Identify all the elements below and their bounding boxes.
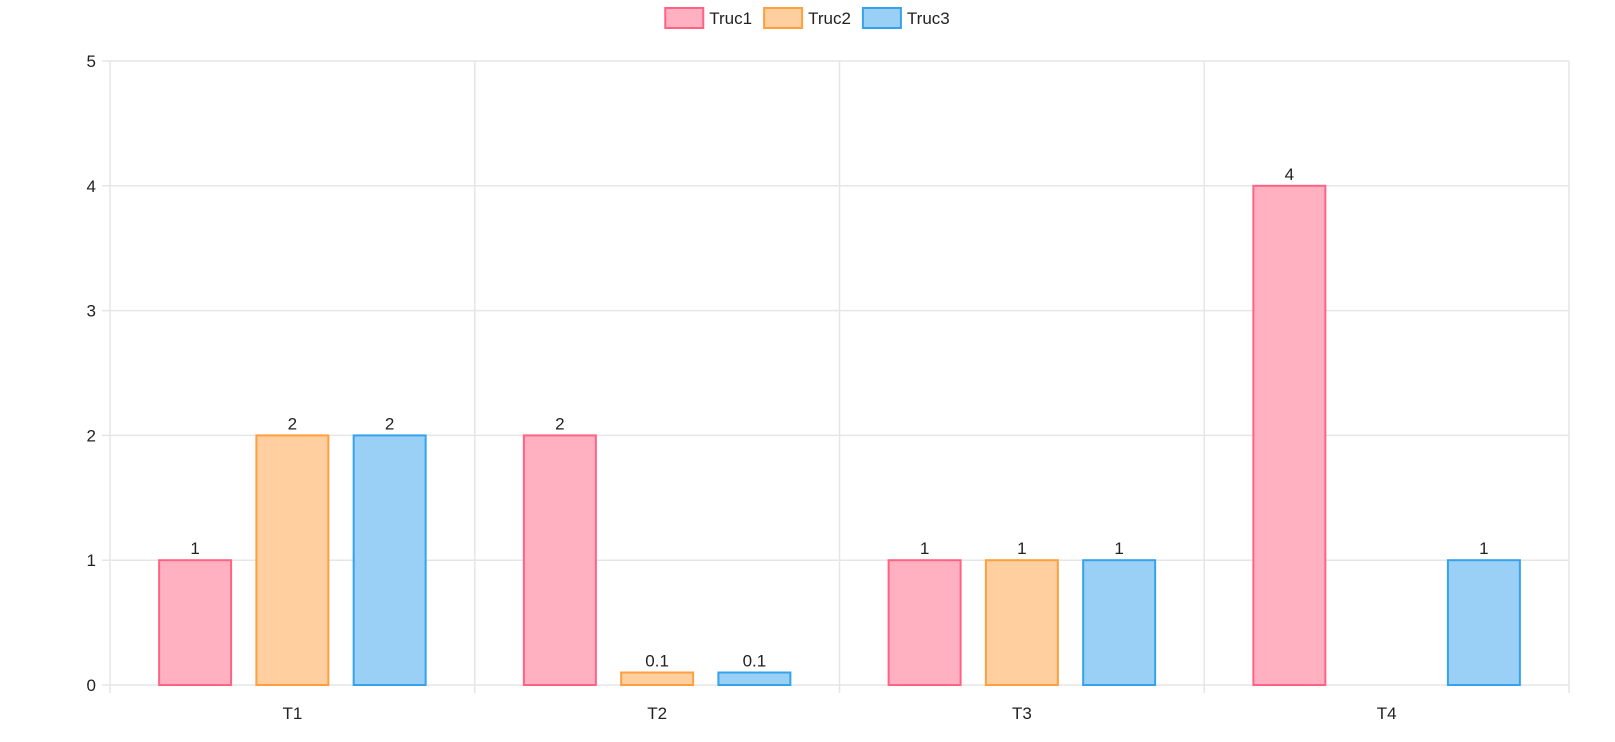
bar-truc1-t4[interactable] <box>1252 184 1327 687</box>
bar-truc1-t1[interactable] <box>158 559 233 687</box>
legend-swatch <box>861 7 902 29</box>
bar-truc3-t3[interactable] <box>1082 559 1157 687</box>
data-label: 2 <box>555 414 564 433</box>
bar-truc2-t1[interactable] <box>255 434 330 686</box>
x-tick-label: T2 <box>647 704 667 723</box>
data-label: 0.1 <box>743 652 767 671</box>
data-label: 1 <box>1479 539 1488 558</box>
x-axis: T1 T2 T3 T4 <box>282 704 1396 723</box>
bar-truc2-t2[interactable] <box>620 671 695 687</box>
y-tick-label: 1 <box>87 551 96 570</box>
grid <box>102 60 1570 693</box>
legend-swatch <box>763 7 804 29</box>
y-tick-label: 3 <box>87 302 96 321</box>
data-label: 1 <box>1017 539 1026 558</box>
data-label: 1 <box>1114 539 1123 558</box>
y-tick-label: 5 <box>87 52 96 71</box>
data-label: 0.1 <box>645 652 669 671</box>
bar-truc1-t2[interactable] <box>522 434 597 686</box>
bars <box>158 184 1521 687</box>
y-tick-label: 0 <box>87 676 96 695</box>
data-label: 4 <box>1285 165 1294 184</box>
x-tick-label: T1 <box>282 704 302 723</box>
legend: Truc1 Truc2 Truc3 <box>664 7 950 29</box>
data-label: 1 <box>190 539 199 558</box>
x-tick-label: T3 <box>1012 704 1032 723</box>
bar-truc3-t4[interactable] <box>1446 559 1521 687</box>
legend-item-truc1[interactable]: Truc1 <box>664 7 752 29</box>
bar-truc3-t2[interactable] <box>717 671 792 687</box>
x-tick-label: T4 <box>1377 704 1397 723</box>
data-label: 2 <box>385 414 394 433</box>
data-label: 2 <box>288 414 297 433</box>
legend-item-truc3[interactable]: Truc3 <box>861 7 950 29</box>
legend-label: Truc2 <box>808 9 851 28</box>
legend-item-truc2[interactable]: Truc2 <box>763 7 851 29</box>
legend-label: Truc1 <box>709 9 752 28</box>
legend-label: Truc3 <box>907 9 950 28</box>
bar-truc1-t3[interactable] <box>887 559 962 687</box>
legend-swatch <box>664 7 705 29</box>
bar-truc3-t1[interactable] <box>352 434 427 686</box>
y-axis: 0 1 2 3 4 5 <box>87 52 96 695</box>
data-label: 1 <box>920 539 929 558</box>
data-labels: 1 2 1 4 2 0.1 1 2 0.1 1 1 <box>190 165 1488 671</box>
y-tick-label: 4 <box>87 177 96 196</box>
y-tick-label: 2 <box>87 426 96 445</box>
bar-truc2-t3[interactable] <box>984 559 1059 687</box>
